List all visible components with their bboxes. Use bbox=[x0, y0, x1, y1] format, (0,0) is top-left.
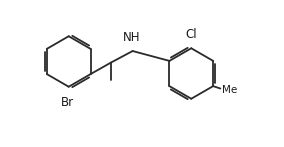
Text: NH: NH bbox=[123, 31, 140, 44]
Text: Br: Br bbox=[61, 96, 74, 109]
Text: Cl: Cl bbox=[185, 28, 197, 41]
Text: Me: Me bbox=[222, 85, 237, 95]
